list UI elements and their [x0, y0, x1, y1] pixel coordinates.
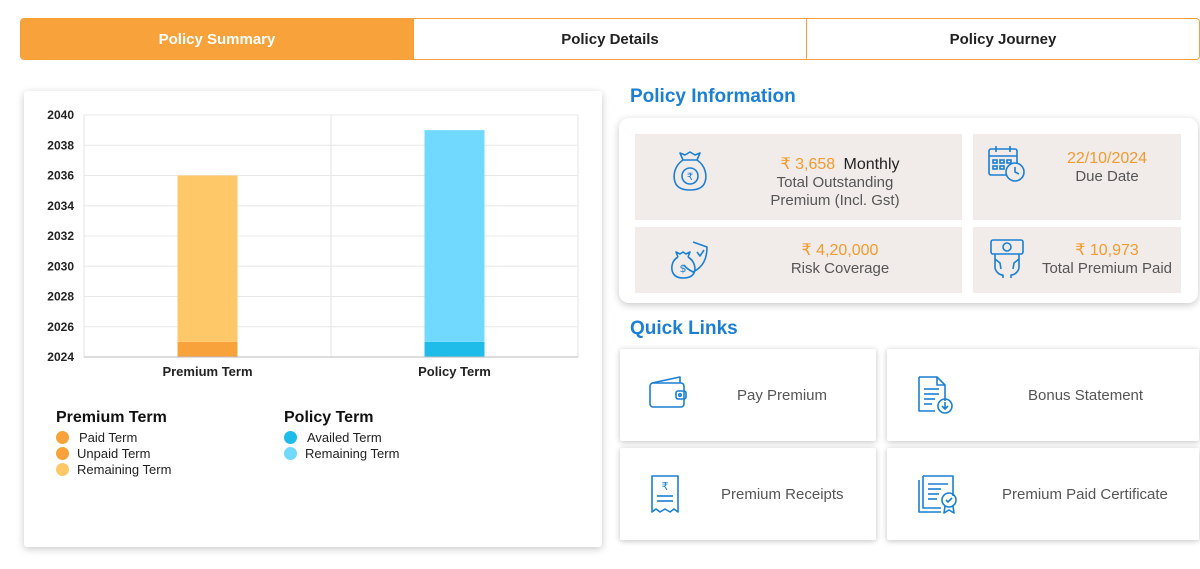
term-bar-chart: 2024 2026 2028 2030 2032 2034 2036 2038 2040 Prem… — [47, 108, 579, 379]
y-tick-label: 2034 — [47, 199, 74, 213]
y-tick-label: 2026 — [47, 320, 74, 334]
due-date-label: Due Date — [1075, 168, 1139, 185]
certificate-icon — [918, 475, 957, 514]
x-category-label: Premium Term — [162, 364, 252, 379]
outstanding-amount: ₹ 3,658 — [780, 156, 836, 173]
wallet-icon — [649, 376, 687, 408]
pay-premium-link[interactable]: Pay Premium — [620, 349, 876, 441]
premium-receipts-link[interactable]: ₹ Premium Receipts — [620, 448, 876, 540]
legend-item: Unpaid Term — [56, 445, 171, 461]
hand-cash-icon — [990, 239, 1024, 278]
legend-label: Remaining Term — [305, 445, 400, 461]
risk-coverage-text: ₹ 4,20,000 Risk Coverage — [735, 242, 945, 278]
outstanding-frequency: Monthly — [843, 156, 900, 173]
outstanding-label: Total Outstanding Premium (Incl. Gst) — [770, 174, 900, 209]
legend-label: Availed Term — [307, 429, 382, 445]
y-tick-label: 2024 — [47, 350, 74, 364]
svg-text:₹: ₹ — [662, 480, 669, 493]
premium-paid-certificate-link[interactable]: Premium Paid Certificate — [887, 448, 1199, 540]
due-date-text: 22/10/2024 Due Date — [1043, 150, 1171, 186]
y-tick-label: 2038 — [47, 138, 74, 152]
y-tick-label: 2028 — [47, 290, 74, 304]
bar-segment — [424, 130, 485, 342]
tab-policy-details[interactable]: Policy Details — [413, 19, 806, 59]
legend-dot — [56, 446, 69, 460]
y-tick-label: 2032 — [47, 229, 74, 243]
quick-links-title: Quick Links — [630, 318, 738, 339]
svg-text:₹: ₹ — [687, 172, 693, 183]
policy-term-legend: Policy Term Availed Term Remaining Term — [284, 409, 399, 461]
calendar-clock-icon — [988, 146, 1025, 182]
risk-coverage-amount: ₹ 4,20,000 — [801, 242, 879, 259]
risk-coverage-label: Risk Coverage — [790, 260, 890, 277]
legend-dot — [56, 462, 69, 476]
y-tick-label: 2040 — [47, 108, 74, 122]
svg-text:$: $ — [680, 262, 687, 275]
premium-receipts-label: Premium Receipts — [721, 485, 844, 503]
outstanding-premium-text: ₹ 3,658 Monthly Total Outstanding Premiu… — [725, 156, 955, 210]
money-bag-rupee-icon: ₹ — [673, 151, 707, 191]
risk-coverage-tile: $ ₹ 4,20,000 Risk Coverage — [635, 227, 962, 293]
premium-paid-certificate-label: Premium Paid Certificate — [1002, 485, 1168, 503]
outstanding-premium-tile: ₹ ₹ 3,658 Monthly Total Outstanding Prem… — [635, 134, 962, 220]
bar-segment — [177, 175, 238, 342]
legend-label: Unpaid Term — [77, 445, 151, 461]
tab-policy-journey[interactable]: Policy Journey — [806, 19, 1199, 59]
policy-information-card: ₹ ₹ 3,658 Monthly Total Outstanding Prem… — [619, 118, 1198, 303]
total-paid-label: Total Premium Paid — [1041, 260, 1173, 277]
document-download-icon — [918, 376, 953, 414]
premium-term-legend: Premium Term Paid Term Unpaid Term Remai… — [56, 409, 171, 477]
bar-segment — [424, 341, 485, 357]
term-chart-card: 2024 2026 2028 2030 2032 2034 2036 2038 2040 Prem… — [24, 91, 602, 547]
bar-segment — [177, 341, 238, 357]
bonus-statement-label: Bonus Statement — [1028, 386, 1144, 404]
receipt-rupee-icon: ₹ — [651, 475, 679, 513]
legend-item: Remaining Term — [56, 461, 171, 477]
total-paid-tile: ₹ 10,973 Total Premium Paid — [973, 227, 1181, 293]
legend-dot — [56, 430, 69, 444]
y-tick-label: 2036 — [47, 169, 74, 183]
tab-policy-summary[interactable]: Policy Summary — [21, 19, 413, 59]
legend-dot — [284, 446, 297, 460]
shield-money-icon: $ — [671, 241, 708, 279]
tab-bar: Policy Summary Policy Details Policy Jou… — [20, 18, 1200, 60]
due-date-tile: 22/10/2024 Due Date — [973, 134, 1181, 220]
total-paid-text: ₹ 10,973 Total Premium Paid — [1035, 242, 1179, 278]
x-category-label: Policy Term — [418, 364, 491, 379]
legend-item: Availed Term — [284, 429, 399, 445]
legend-item: Remaining Term — [284, 445, 399, 461]
legend-label: Paid Term — [79, 429, 138, 445]
legend-item: Paid Term — [56, 429, 171, 445]
legend-dot — [284, 430, 297, 444]
policy-information-title: Policy Information — [630, 86, 796, 107]
legend-label: Remaining Term — [77, 461, 172, 477]
legend-title: Policy Term — [284, 409, 374, 426]
due-date-value: 22/10/2024 — [1066, 150, 1148, 167]
bonus-statement-link[interactable]: Bonus Statement — [887, 349, 1199, 441]
pay-premium-label: Pay Premium — [737, 386, 828, 404]
total-paid-amount: ₹ 10,973 — [1075, 242, 1139, 259]
legend-title: Premium Term — [56, 409, 167, 426]
y-tick-label: 2030 — [47, 259, 74, 273]
